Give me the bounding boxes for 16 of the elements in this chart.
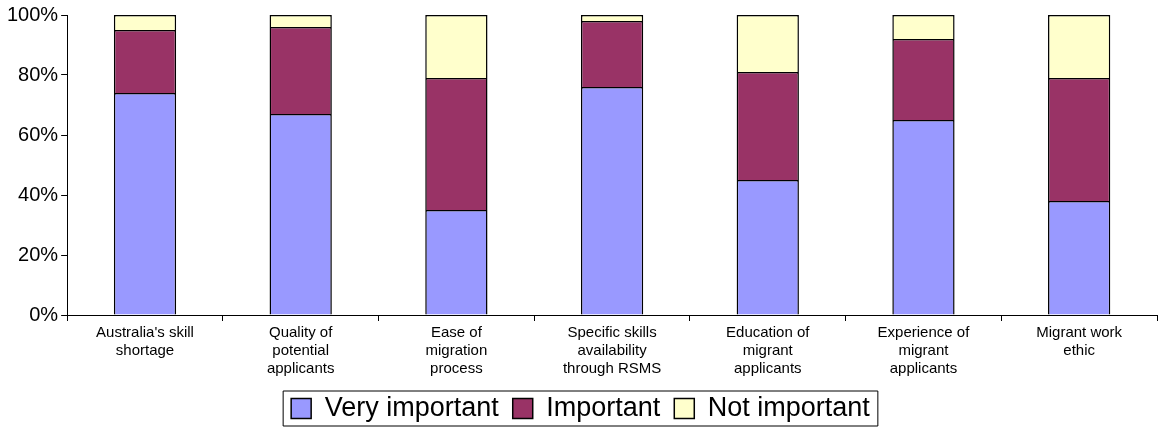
y-tick-label: 60% [18,122,59,145]
x-tick-label: Experience of migrant applicants [877,323,971,377]
x-tick-label: Specific skills availability through RSMS [562,323,662,377]
y-tick-label: 0% [29,302,59,325]
y-tick-label: 80% [18,62,59,85]
y-tick-label: 40% [18,182,59,205]
x-tick-label: Quality of potential applicants [266,323,335,377]
y-tick-label: 100% [7,2,59,25]
x-tick-label: Ease of migration process [425,323,488,377]
x-tick-label: Education of migrant applicants [726,323,811,377]
x-tick-label: Migrant work ethic [1036,323,1123,359]
legend-label: Not important [707,391,871,422]
legend-label: Important [546,391,661,422]
y-tick-label: 20% [18,242,59,265]
x-tick-label: Australia's skill shortage [96,323,194,359]
legend-label: Very important [324,391,500,422]
